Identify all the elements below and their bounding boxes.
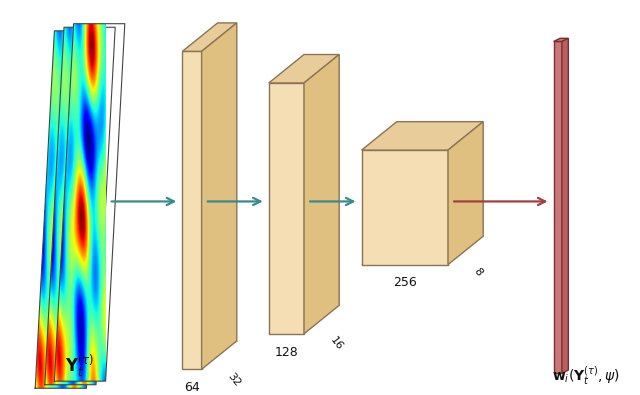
Polygon shape bbox=[182, 51, 202, 369]
Text: 256: 256 bbox=[393, 276, 417, 290]
Text: 128: 128 bbox=[275, 346, 298, 359]
Text: $\mathbf{w}_i(\mathbf{Y}_t^{(\tau)}, \psi)$: $\mathbf{w}_i(\mathbf{Y}_t^{(\tau)}, \ps… bbox=[552, 365, 620, 387]
Polygon shape bbox=[362, 122, 483, 150]
Text: 8: 8 bbox=[472, 266, 484, 278]
Polygon shape bbox=[269, 83, 304, 334]
Polygon shape bbox=[554, 38, 568, 41]
Text: 64: 64 bbox=[184, 381, 200, 394]
Polygon shape bbox=[362, 150, 448, 265]
Polygon shape bbox=[304, 55, 339, 334]
Polygon shape bbox=[562, 38, 568, 373]
Polygon shape bbox=[202, 23, 237, 369]
Text: 16: 16 bbox=[328, 335, 344, 353]
Polygon shape bbox=[182, 23, 237, 51]
Polygon shape bbox=[554, 41, 562, 373]
Text: 32: 32 bbox=[226, 371, 242, 388]
Text: $\mathbf{Y}_t^{(\tau)}$: $\mathbf{Y}_t^{(\tau)}$ bbox=[65, 352, 95, 379]
Polygon shape bbox=[448, 122, 483, 265]
Polygon shape bbox=[269, 55, 339, 83]
